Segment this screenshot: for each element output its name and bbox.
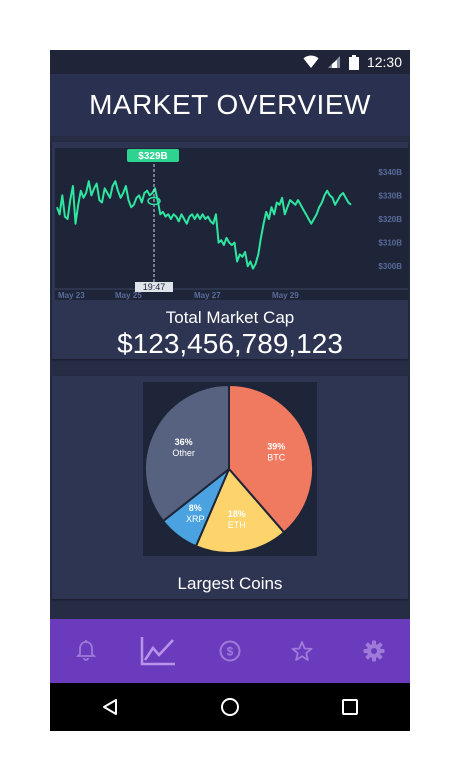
tooltip-value: $329B [138,151,167,162]
gear-icon [363,640,385,662]
phone-screen: 12:30 MARKET OVERVIEW $340B $330B $320B $31… [50,50,410,731]
crosshair-marker [147,196,161,206]
content: $340B $330B $320B $310B $300B May 23 May 25 Ma… [50,136,410,619]
x-tick-label: May 29 [272,291,299,300]
largest-coins-chart[interactable]: 39% BTC 18% ETH 8% XRP 36% Other [143,382,317,556]
cursor-time: 19:47 [143,282,166,292]
system-nav-bar [50,683,410,731]
largest-coins-pie: 39%BTC 18%ETH 8%XRP 36%Other [144,383,314,554]
status-time: 12:30 [366,54,402,70]
back-icon [103,699,117,715]
signal-icon [327,56,340,68]
battery-icon [348,54,359,70]
tooltip-badge [127,149,179,162]
market-cap-caption: Total Market Cap [165,308,295,327]
x-tick-label: May 25 [115,291,142,300]
status-icons: 12:30 [303,52,402,72]
nav-item-prices[interactable]: $ [206,627,254,675]
largest-coins-caption: Largest Coins [177,574,283,593]
home-icon [221,698,239,716]
chart-icon [140,637,175,666]
market-cap-series-line [56,180,352,270]
recents-icon [342,699,358,715]
pie-slice-btc[interactable] [228,383,314,534]
x-tick-label: May 27 [194,291,221,300]
pie-slice-label: Other [172,448,195,458]
y-tick-label: $300B [378,262,402,271]
bottom-nav: $ [50,619,410,683]
pie-slice-label: XRP [186,514,205,524]
nav-item-favorites[interactable] [278,627,326,675]
nav-item-settings[interactable] [350,627,398,675]
market-cap-chart-svg: $340B $330B $320B $310B $300B May 23 May 25 Ma… [55,149,408,300]
pie-slice-label: BTC [267,452,286,462]
y-tick-label: $310B [378,239,402,248]
page-title: MARKET OVERVIEW [89,89,371,120]
pie-slice-percent: 8% [189,503,202,513]
back-button[interactable] [86,683,134,731]
nav-item-notifications[interactable] [62,627,110,675]
pie-slice-percent: 39% [267,441,285,451]
pie-slice-label: ETH [228,520,246,530]
cursor-time-badge [135,282,173,292]
recents-button[interactable] [326,683,374,731]
y-tick-label: $340B [378,168,402,177]
status-bar: 12:30 [50,50,410,74]
x-tick-label: May 23 [58,291,85,300]
pie-slice-percent: 18% [228,509,246,519]
y-tick-label: $320B [378,215,402,224]
app-header: MARKET OVERVIEW [50,74,410,136]
svg-text:$: $ [227,645,234,659]
pie-slice-eth[interactable] [194,467,286,554]
dollar-icon: $ [219,640,241,662]
wifi-icon [303,55,319,68]
market-cap-value: $123,456,789,123 [117,328,343,359]
y-tick-label: $330B [378,191,402,200]
nav-item-charts[interactable] [134,627,182,675]
home-button[interactable] [206,683,254,731]
largest-coins-card[interactable]: 39% BTC 18% ETH 8% XRP 36% Other Largest Coins [52,376,408,599]
pie-slice-other[interactable] [144,383,230,523]
pie-slice-percent: 36% [175,437,193,447]
market-cap-chart[interactable]: $340B $330B $320B $310B $300B May 23 May 25 Ma… [55,148,408,300]
star-icon [291,641,313,661]
market-cap-card[interactable]: $340B $330B $320B $310B $300B May 23 May 25 Ma… [52,142,408,359]
bell-icon [76,640,96,661]
